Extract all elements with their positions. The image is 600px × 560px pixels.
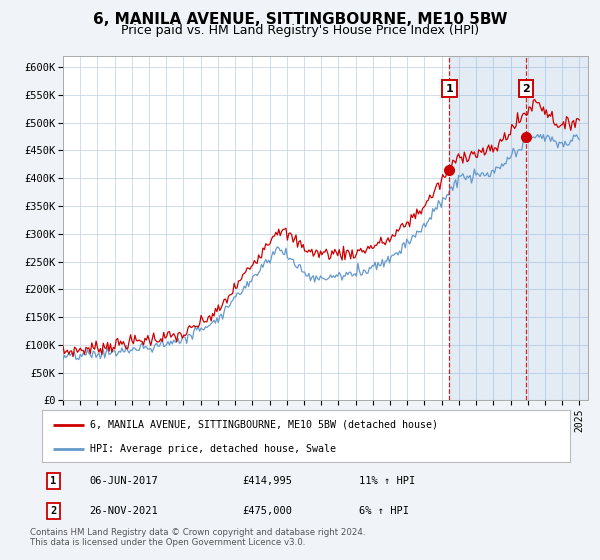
Text: £414,995: £414,995 [242, 476, 293, 486]
Text: HPI: Average price, detached house, Swale: HPI: Average price, detached house, Swal… [89, 444, 335, 454]
Bar [449, 56, 588, 400]
Text: 6% ↑ HPI: 6% ↑ HPI [359, 506, 409, 516]
Text: Contains HM Land Registry data © Crown copyright and database right 2024.
This d: Contains HM Land Registry data © Crown c… [30, 528, 365, 547]
Text: 1: 1 [445, 83, 453, 94]
Text: 06-JUN-2017: 06-JUN-2017 [89, 476, 158, 486]
Text: £475,000: £475,000 [242, 506, 293, 516]
Text: Price paid vs. HM Land Registry's House Price Index (HPI): Price paid vs. HM Land Registry's House … [121, 24, 479, 37]
Text: 1: 1 [50, 476, 57, 486]
Text: 11% ↑ HPI: 11% ↑ HPI [359, 476, 415, 486]
Text: 2: 2 [50, 506, 57, 516]
Text: 6, MANILA AVENUE, SITTINGBOURNE, ME10 5BW: 6, MANILA AVENUE, SITTINGBOURNE, ME10 5B… [93, 12, 507, 27]
Text: 26-NOV-2021: 26-NOV-2021 [89, 506, 158, 516]
Text: 2: 2 [522, 83, 530, 94]
Text: 6, MANILA AVENUE, SITTINGBOURNE, ME10 5BW (detached house): 6, MANILA AVENUE, SITTINGBOURNE, ME10 5B… [89, 420, 437, 430]
